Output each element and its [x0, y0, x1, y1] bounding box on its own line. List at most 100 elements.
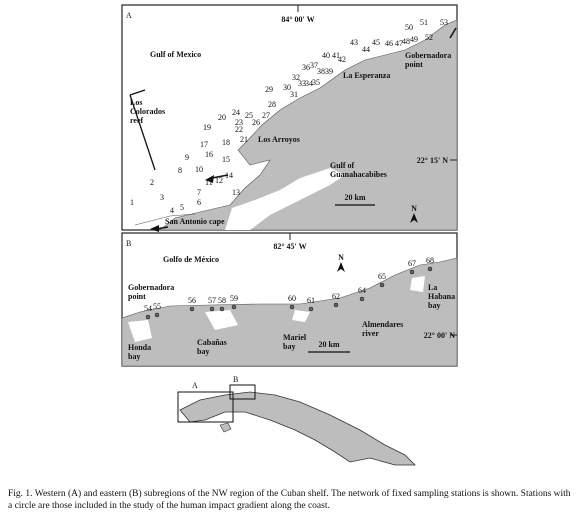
place-line: Los	[130, 98, 142, 107]
station-label: 55	[153, 302, 161, 311]
place-line: point	[128, 292, 146, 301]
isla-juventud	[219, 422, 232, 433]
place-name: Honda bay	[128, 343, 151, 361]
station-label: 35	[312, 78, 320, 87]
place-line: Gobernadora	[405, 51, 451, 60]
station-label: 2	[150, 178, 154, 187]
station-circle	[379, 282, 385, 288]
station-label: 31	[290, 90, 298, 99]
station-label: 29	[265, 85, 273, 94]
station-label: 16	[205, 150, 213, 159]
station-label: 45	[372, 38, 380, 47]
place-line: point	[405, 60, 423, 69]
station-label: 68	[426, 256, 434, 265]
place-line: Honda	[128, 343, 151, 352]
cuba-inset	[179, 391, 416, 466]
place-line: Gulf of	[330, 161, 355, 170]
station-label: 44	[362, 45, 370, 54]
station-label: 50	[405, 23, 413, 32]
station-label: 11	[205, 178, 213, 187]
place-line: Guanahacabibes	[330, 170, 387, 179]
station-circle	[189, 306, 195, 312]
reef-bracket	[129, 89, 156, 171]
place-name: Los Arroyos	[258, 135, 300, 144]
place-line: bay	[128, 352, 140, 361]
station-label: 14	[225, 171, 233, 180]
station-label: 62	[332, 292, 340, 301]
caption: Fig. 1. Western (A) and eastern (B) subr…	[8, 489, 571, 511]
north-arrow-a	[410, 213, 418, 223]
station-label: 64	[358, 286, 366, 295]
station-label: 32	[292, 73, 300, 82]
place-name: Gulf of Mexico	[150, 50, 201, 59]
latitude-label: 22° 15' N	[417, 156, 448, 165]
station-label: 37	[310, 61, 318, 70]
station-label: 10	[195, 165, 203, 174]
station-label: 22	[235, 125, 243, 134]
station-label: 33	[298, 79, 306, 88]
arrow-head-a1	[205, 175, 214, 183]
station-label: 59	[230, 294, 238, 303]
panel-label: B	[126, 239, 131, 248]
station-label: 1	[130, 198, 134, 207]
land-a	[159, 19, 458, 231]
map-figure: A B 84° 00' W 22° 15' N 82° 45' W 22° 00' N 20…	[121, 4, 458, 466]
station-label: 27	[262, 111, 270, 120]
coast-a-south	[134, 213, 196, 226]
station-circle	[145, 314, 151, 320]
place-name: Gobernadora point	[405, 51, 451, 69]
station-label: 7	[197, 188, 201, 197]
place-name: Gulf of Guanahacabibes	[330, 161, 387, 179]
place-line: bay	[197, 347, 209, 356]
station-label: 12	[215, 176, 223, 185]
station-label: 52	[425, 33, 433, 42]
station-circle	[289, 304, 295, 310]
inset-label: B	[233, 375, 238, 384]
station-circle	[409, 269, 415, 275]
inset-label: A	[192, 381, 198, 390]
station-label: 17	[200, 140, 208, 149]
station-label: 38	[317, 67, 325, 76]
place-name: Almendares river	[362, 320, 403, 338]
station-label: 57	[208, 296, 216, 305]
north-arrow-b	[337, 262, 345, 272]
station-label: 26	[252, 118, 260, 127]
place-name: Cabañas bay	[197, 338, 227, 356]
place-name: San Antonio cape	[165, 217, 225, 226]
station-label: 3	[160, 193, 164, 202]
station-label: 28	[268, 100, 276, 109]
inset-box-b	[229, 384, 256, 400]
station-label: 20	[218, 113, 226, 122]
panel-label: A	[126, 11, 132, 20]
scale-label: 20 km	[344, 193, 365, 202]
inset-box-a	[177, 391, 234, 423]
station-label: 9	[185, 153, 189, 162]
station-label: 40	[322, 51, 330, 60]
station-label: 43	[350, 38, 358, 47]
station-label: 51	[420, 18, 428, 27]
arrow-a3	[449, 27, 457, 39]
station-label: 21	[240, 135, 248, 144]
station-label: 19	[203, 123, 211, 132]
latitude-label: 22° 00' N	[424, 331, 455, 340]
land-b	[121, 257, 458, 367]
station-label: 25	[245, 111, 253, 120]
station-label: 39	[325, 67, 333, 76]
station-circle	[154, 312, 160, 318]
scale-label: 20 km	[318, 340, 339, 349]
place-line: Los Arroyos	[258, 135, 300, 144]
station-label: 34	[305, 79, 313, 88]
station-label: 42	[338, 55, 346, 64]
place-name: Golfo de México	[163, 255, 219, 264]
place-name: Mariel bay	[283, 333, 307, 351]
north-label: N	[411, 204, 417, 213]
station-label: 58	[218, 296, 226, 305]
place-line: bay	[428, 301, 440, 310]
station-label: 15	[222, 155, 230, 164]
gulf-guanahacabibes	[225, 168, 345, 230]
place-line: Golfo de México	[163, 255, 219, 264]
longitude-label: 84° 00' W	[281, 15, 314, 24]
station-circle	[427, 266, 433, 272]
station-circle	[219, 306, 225, 312]
